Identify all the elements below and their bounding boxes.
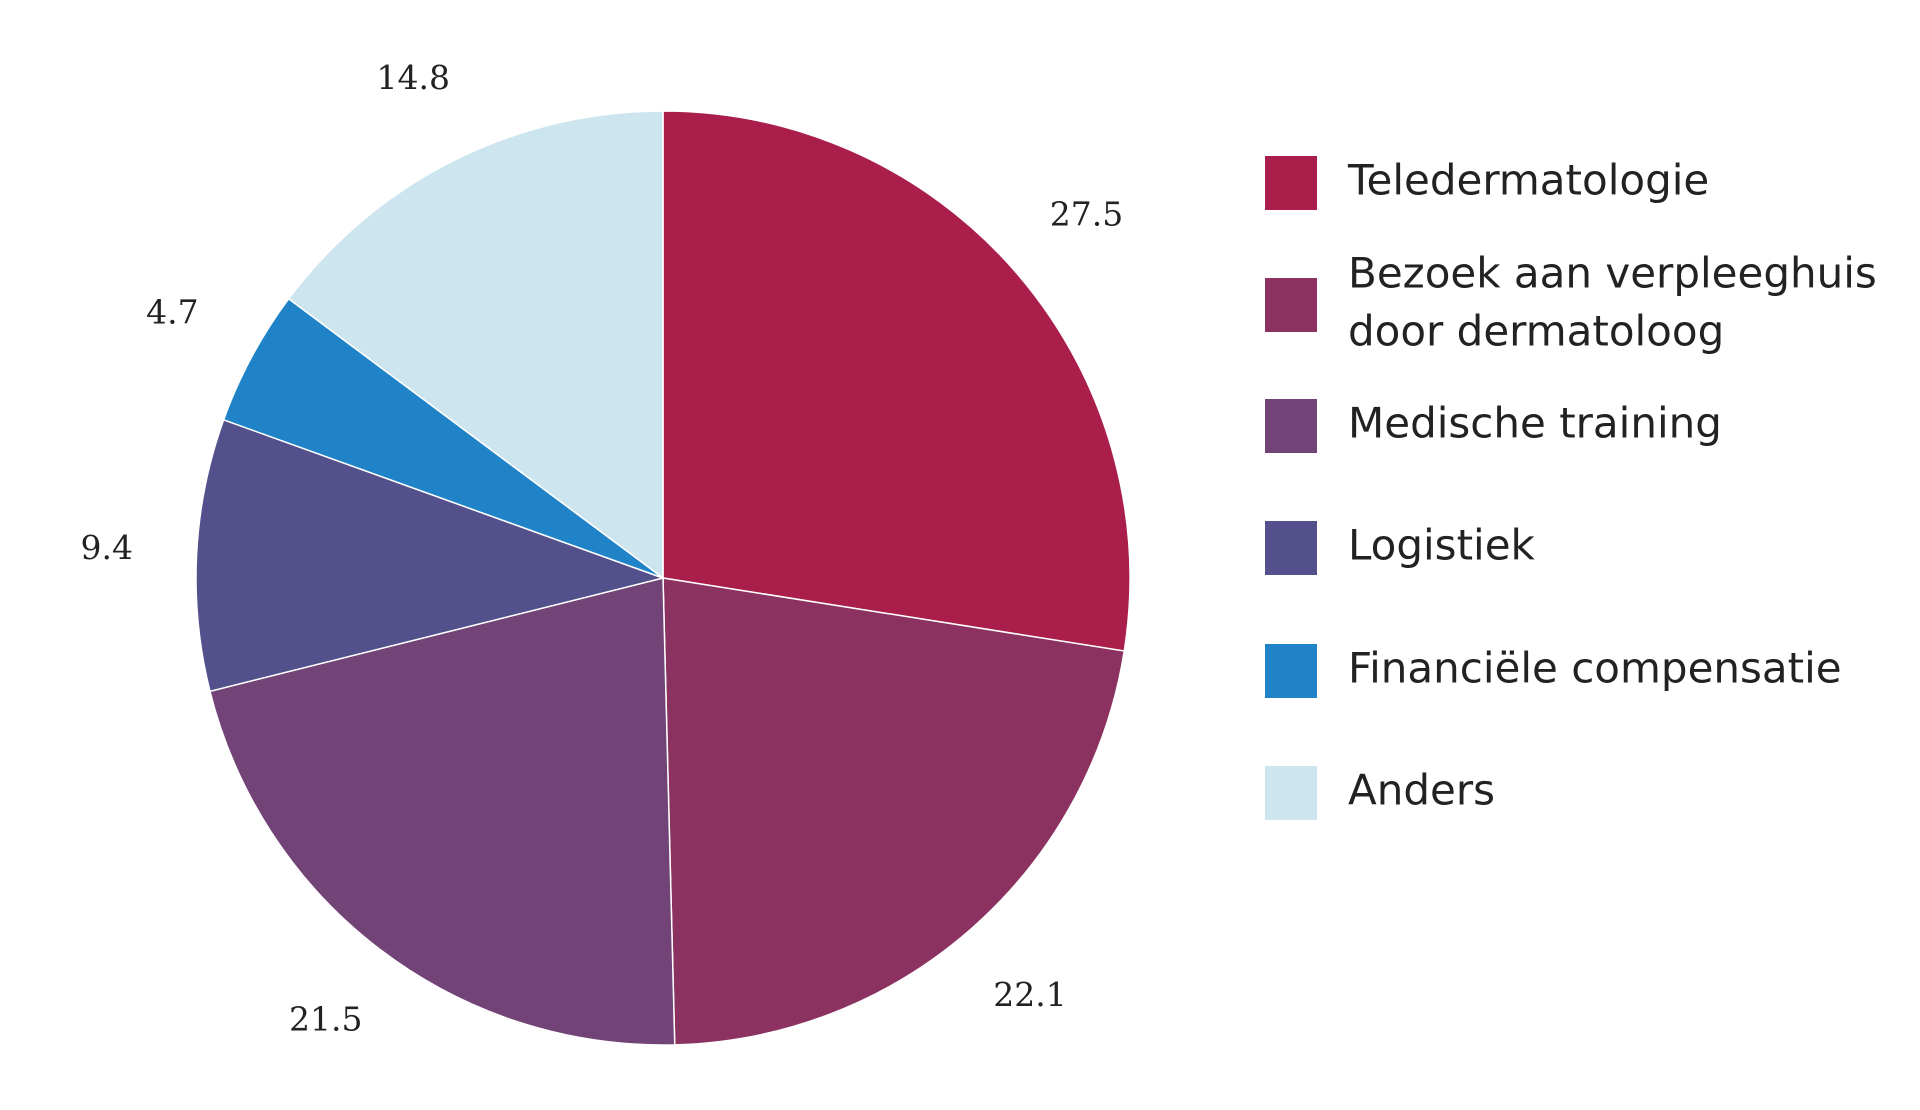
value-labels: 27.5 22.1 21.5 9.4 4.7 14.8	[80, 58, 1123, 1038]
pie-slice-bezoek-aan-verpleeghuis-door-dermatoloog	[662, 577, 1126, 1046]
legend-item-medische-training: Medische training	[1265, 399, 1722, 453]
legend-swatch-bezoek-aan-verpleeghuis-door-dermatoloog	[1265, 278, 1317, 332]
legend-swatch-financiele-compensatie	[1265, 644, 1317, 698]
value-label-medische-training: 21.5	[289, 999, 362, 1038]
legend-label-financiele-compensatie: Financiële compensatie	[1348, 644, 1842, 693]
pie-slice-anders	[287, 110, 664, 580]
legend-label-medische-training: Medische training	[1348, 399, 1722, 448]
legend-item-logistiek: Logistiek	[1265, 521, 1536, 575]
value-label-teledermatologie: 27.5	[1050, 194, 1123, 233]
value-label-financiele-compensatie: 4.7	[146, 292, 198, 331]
legend-item-anders: Anders	[1265, 766, 1495, 820]
legend-item-teledermatologie: Teledermatologie	[1265, 156, 1709, 210]
legend-swatch-medische-training	[1265, 399, 1317, 453]
pie-slices	[195, 110, 1131, 1046]
legend-item-financiele-compensatie: Financiële compensatie	[1265, 644, 1842, 698]
legend-swatch-logistiek	[1265, 521, 1317, 575]
legend-label-teledermatologie: Teledermatologie	[1347, 156, 1709, 205]
value-label-bezoek-aan-verpleeghuis-door-dermatoloog: 22.1	[993, 975, 1066, 1014]
value-label-logistiek: 9.4	[80, 528, 132, 567]
legend-swatch-anders	[1265, 766, 1317, 820]
legend-label-logistiek: Logistiek	[1348, 521, 1536, 570]
pie-slice-teledermatologie	[662, 110, 1131, 652]
legend: Teledermatologie Bezoek aan verpleeghuis d…	[1265, 156, 1877, 820]
value-label-anders: 14.8	[377, 58, 450, 97]
pie-slice-logistiek	[195, 418, 666, 693]
pie-slice-medische-training	[209, 577, 676, 1046]
legend-swatch-teledermatologie	[1265, 156, 1317, 210]
legend-item-bezoek-aan-verpleeghuis-door-dermatoloog: Bezoek aan verpleeghuis door dermatoloog	[1265, 249, 1877, 356]
legend-label-anders: Anders	[1348, 766, 1495, 815]
legend-label-bezoek-aan-verpleeghuis-door-dermatoloog: Bezoek aan verpleeghuis door dermatoloog	[1348, 249, 1877, 356]
